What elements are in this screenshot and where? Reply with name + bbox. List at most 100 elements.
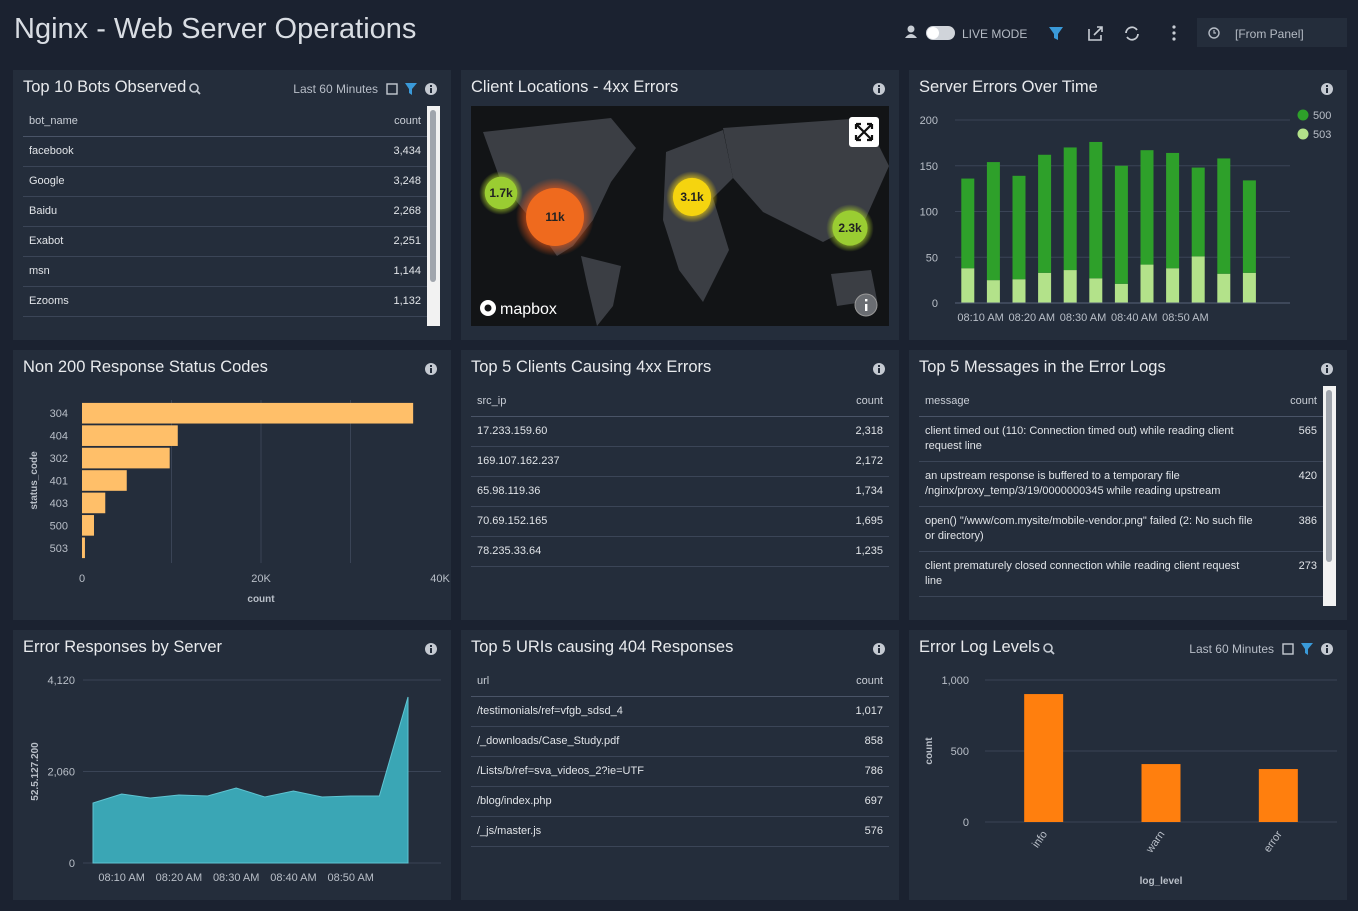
table-cell: client prematurely closed connection whi… (919, 551, 1261, 597)
search-icon[interactable] (1043, 643, 1053, 653)
x-tick-label: 40K (430, 573, 450, 585)
panel: 0 2,060 4,120 08:10 AM 08:20 AM 08:30 AM 08:40… (13, 630, 451, 900)
filter-icon[interactable] (1301, 643, 1313, 655)
search-icon[interactable] (189, 83, 199, 93)
x-tick-label: 08:10 AM (957, 312, 1003, 324)
info-glyph (430, 88, 432, 93)
bar-segment[interactable] (1242, 180, 1256, 273)
table-row[interactable]: Ezooms 1,132 (23, 286, 427, 317)
scroll-thumb[interactable] (430, 110, 436, 282)
table-row[interactable]: /_js/master.js 576 (471, 816, 889, 847)
bar-segment[interactable] (1140, 264, 1154, 303)
bar[interactable] (82, 470, 127, 491)
bar-segment[interactable] (1114, 165, 1128, 284)
search-icon-handle (1050, 650, 1055, 655)
refresh-button[interactable] (1125, 26, 1139, 41)
bar[interactable] (1258, 769, 1298, 822)
more-menu[interactable] (1172, 25, 1176, 41)
table-row[interactable]: 70.69.152.165 1,695 (471, 506, 889, 537)
table-row[interactable]: /testimonials/ref=vfgb_sdsd_4 1,017 (471, 696, 889, 727)
x-tick-label: error (1262, 829, 1285, 855)
table-row[interactable]: 17.233.159.60 2,318 (471, 416, 889, 447)
table-row[interactable]: /blog/index.php 697 (471, 786, 889, 817)
bar[interactable] (82, 492, 106, 514)
table-row[interactable]: /Lists/b/ref=sva_videos_2?ie=UTF 786 (471, 756, 889, 787)
bar-segment[interactable] (1166, 152, 1180, 269)
table-cell: open() "/www/com.mysite/mobile-vendor.pn… (919, 506, 1261, 552)
bar-segment[interactable] (986, 162, 1000, 281)
table-row[interactable]: Exabot 2,251 (23, 226, 427, 257)
scroll-thumb[interactable] (1326, 390, 1332, 562)
table-cell: 1,144 (365, 256, 427, 287)
bar-segment[interactable] (1038, 154, 1052, 273)
bar[interactable] (82, 447, 170, 469)
x-tick-label: warn (1143, 829, 1167, 856)
table-cell: /testimonials/ref=vfgb_sdsd_4 (471, 696, 827, 727)
table-cell: 169.107.162.237 (471, 446, 827, 477)
bar-segment[interactable] (1063, 270, 1077, 303)
bar-segment[interactable] (1242, 272, 1256, 303)
bar-segment[interactable] (1038, 272, 1052, 303)
map-bubble[interactable] (484, 176, 518, 210)
table-row[interactable]: facebook 3,434 (23, 136, 427, 167)
bar[interactable] (1141, 764, 1181, 822)
table-row[interactable]: client prematurely closed connection whi… (919, 551, 1323, 597)
bar-segment[interactable] (1089, 141, 1103, 279)
table-body: 17.233.159.60 2,318 169.107.162.237 2,172 65… (471, 416, 889, 567)
table-cell: 1,132 (365, 286, 427, 317)
table-cell: 273 (1261, 551, 1323, 597)
bar-segment[interactable] (1217, 273, 1231, 303)
bar[interactable] (1024, 694, 1064, 822)
bar-segment[interactable] (961, 178, 975, 269)
filter-icon[interactable] (405, 83, 417, 95)
table-cell: 786 (827, 756, 889, 787)
time-range-box[interactable] (1197, 18, 1347, 47)
bar-segment[interactable] (986, 280, 1000, 303)
bar-segment[interactable] (1140, 150, 1154, 265)
x-tick-label: info (1030, 829, 1050, 850)
table-row[interactable]: open() "/www/com.mysite/mobile-vendor.pn… (919, 506, 1323, 552)
bar-segment[interactable] (1012, 279, 1026, 303)
table-container: bot_name count facebook 3,434 Google 3,248 Bai… (23, 106, 427, 326)
map-bubble[interactable] (672, 177, 712, 217)
table-row[interactable]: 78.235.33.64 1,235 (471, 536, 889, 567)
table-cell: Baidu (23, 196, 365, 227)
bar-segment[interactable] (1191, 256, 1205, 303)
bar-segment[interactable] (1114, 283, 1128, 303)
area[interactable] (92, 696, 409, 864)
bar-segment[interactable] (1012, 175, 1026, 280)
map-bubble[interactable] (526, 188, 584, 246)
share-button[interactable] (1088, 26, 1103, 41)
time-range-label[interactable]: [From Panel] (1235, 27, 1304, 41)
table-row[interactable]: 169.107.162.237 2,172 (471, 446, 889, 477)
bar-segment[interactable] (961, 268, 975, 303)
y-tick-label: 404 (50, 431, 68, 443)
table-row[interactable]: client timed out (110: Connection timed … (919, 416, 1323, 462)
bar-segment[interactable] (1217, 158, 1231, 274)
panel-title: Client Locations - 4xx Errors (471, 78, 679, 96)
table-row[interactable]: msn 1,144 (23, 256, 427, 287)
library-icon[interactable] (1282, 643, 1294, 655)
table-row[interactable]: 65.98.119.36 1,734 (471, 476, 889, 507)
bar[interactable] (82, 402, 414, 424)
bar-segment[interactable] (1191, 167, 1205, 257)
bar[interactable] (82, 537, 85, 559)
bar-segment[interactable] (1063, 147, 1077, 271)
filter-button[interactable] (1049, 27, 1063, 40)
panel-graphics: 0 500 1,000 info warn error log_level count (924, 643, 1337, 887)
bar[interactable] (82, 515, 94, 536)
bar[interactable] (82, 425, 178, 446)
table-row[interactable]: Baidu 2,268 (23, 196, 427, 227)
bar-segment[interactable] (1089, 278, 1103, 303)
table-row[interactable]: an upstream response is buffered to a te… (919, 461, 1323, 507)
table-cell: 17.233.159.60 (471, 416, 827, 447)
table-row[interactable]: Google 3,248 (23, 166, 427, 197)
map-bubble[interactable] (832, 210, 868, 246)
library-icon[interactable] (386, 83, 398, 95)
legend-label: 503 (1313, 129, 1331, 141)
scrollbar (427, 106, 440, 326)
bar-segment[interactable] (1166, 268, 1180, 303)
info-dot (878, 85, 880, 87)
table-row[interactable]: /_downloads/Case_Study.pdf 858 (471, 726, 889, 757)
table-row[interactable]: SSL_write() failed (SSL:) (32: Broken pi… (919, 596, 1323, 606)
